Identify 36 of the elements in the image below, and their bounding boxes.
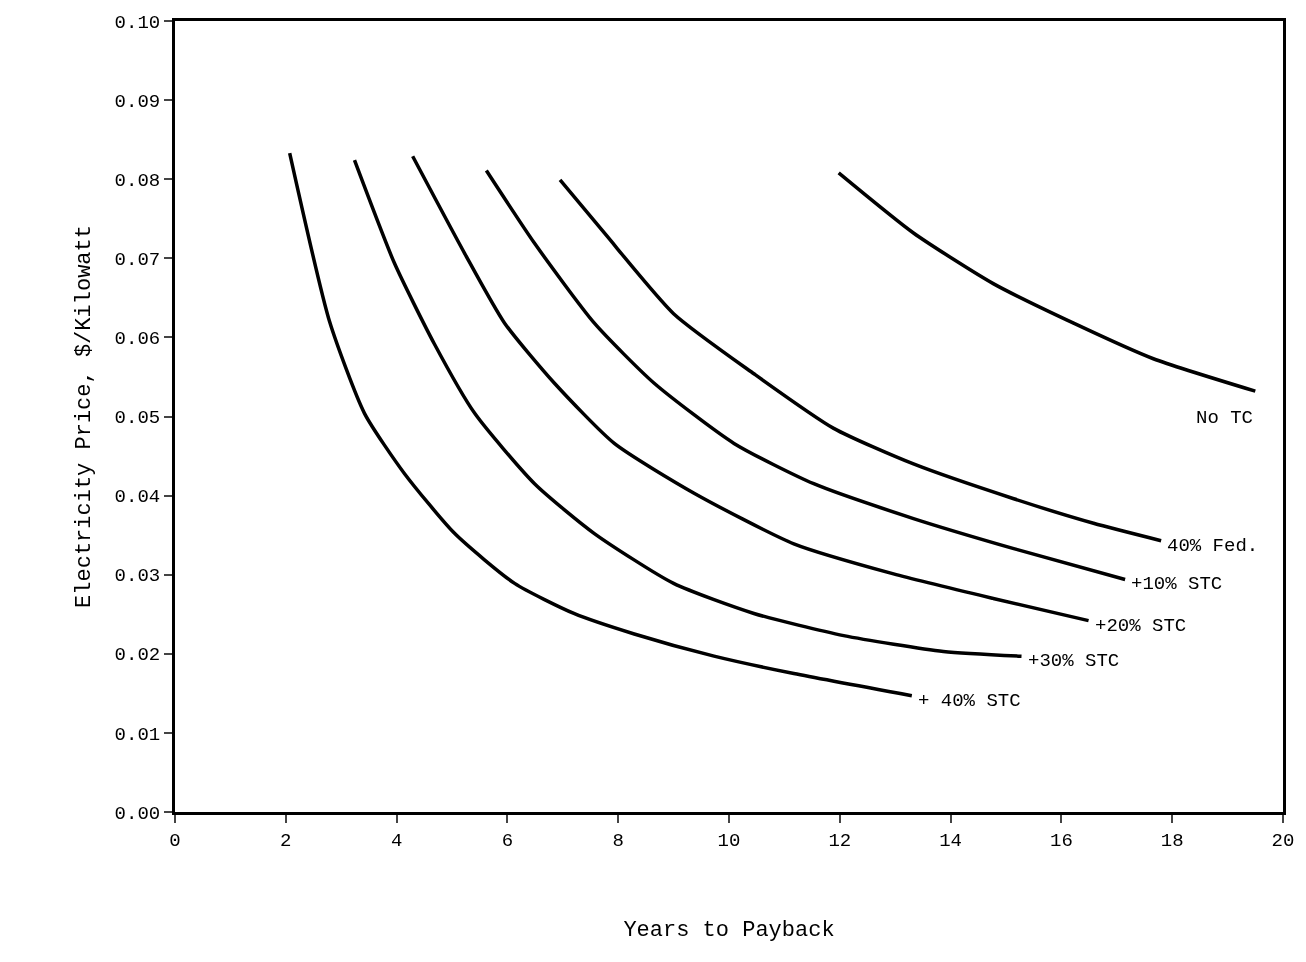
y-tick-label: 0.06 — [114, 328, 161, 351]
x-tick-label: 20 — [1271, 829, 1295, 852]
y-tick-label: 0.02 — [114, 644, 161, 667]
series-label: + 40% STC — [918, 690, 1021, 712]
line-series — [836, 171, 1258, 393]
x-tick-label: 12 — [828, 829, 852, 852]
line-series — [410, 154, 1091, 623]
line-series — [484, 168, 1127, 582]
y-tick-label: 0.04 — [114, 486, 161, 509]
y-tick-label: 0.01 — [114, 723, 161, 746]
y-tick-label: 0.07 — [114, 248, 161, 271]
y-tick-label: 0.10 — [114, 11, 161, 34]
y-tick-label: 0.05 — [114, 407, 161, 430]
x-tick-label: 0 — [169, 829, 181, 852]
x-tick-label: 18 — [1160, 829, 1184, 852]
y-tick-label: 0.08 — [114, 169, 161, 192]
x-tick-label: 4 — [390, 829, 403, 852]
y-tick-label: 0.09 — [114, 90, 161, 113]
series-label: No TC — [1196, 407, 1254, 429]
line-series — [558, 178, 1163, 543]
series-label: +30% STC — [1028, 650, 1120, 672]
line-series — [352, 158, 1024, 658]
y-axis-title: Electricity Price, $/Kilowatt — [72, 225, 98, 608]
x-tick-label: 8 — [612, 829, 624, 852]
y-tick-label: 0.03 — [114, 565, 161, 588]
series-label: 40% Fed. — [1167, 535, 1259, 557]
line-series — [287, 151, 914, 698]
y-tick-label: 0.00 — [114, 802, 161, 825]
x-tick-label: 14 — [939, 829, 963, 852]
x-tick-label: 10 — [717, 829, 741, 852]
x-axis-title: Years to Payback — [623, 917, 835, 943]
series-label: +10% STC — [1131, 573, 1223, 595]
x-tick-label: 2 — [280, 829, 292, 852]
x-tick-label: 6 — [501, 829, 514, 852]
series-label: +20% STC — [1095, 615, 1187, 637]
x-tick-label: 16 — [1049, 829, 1073, 852]
